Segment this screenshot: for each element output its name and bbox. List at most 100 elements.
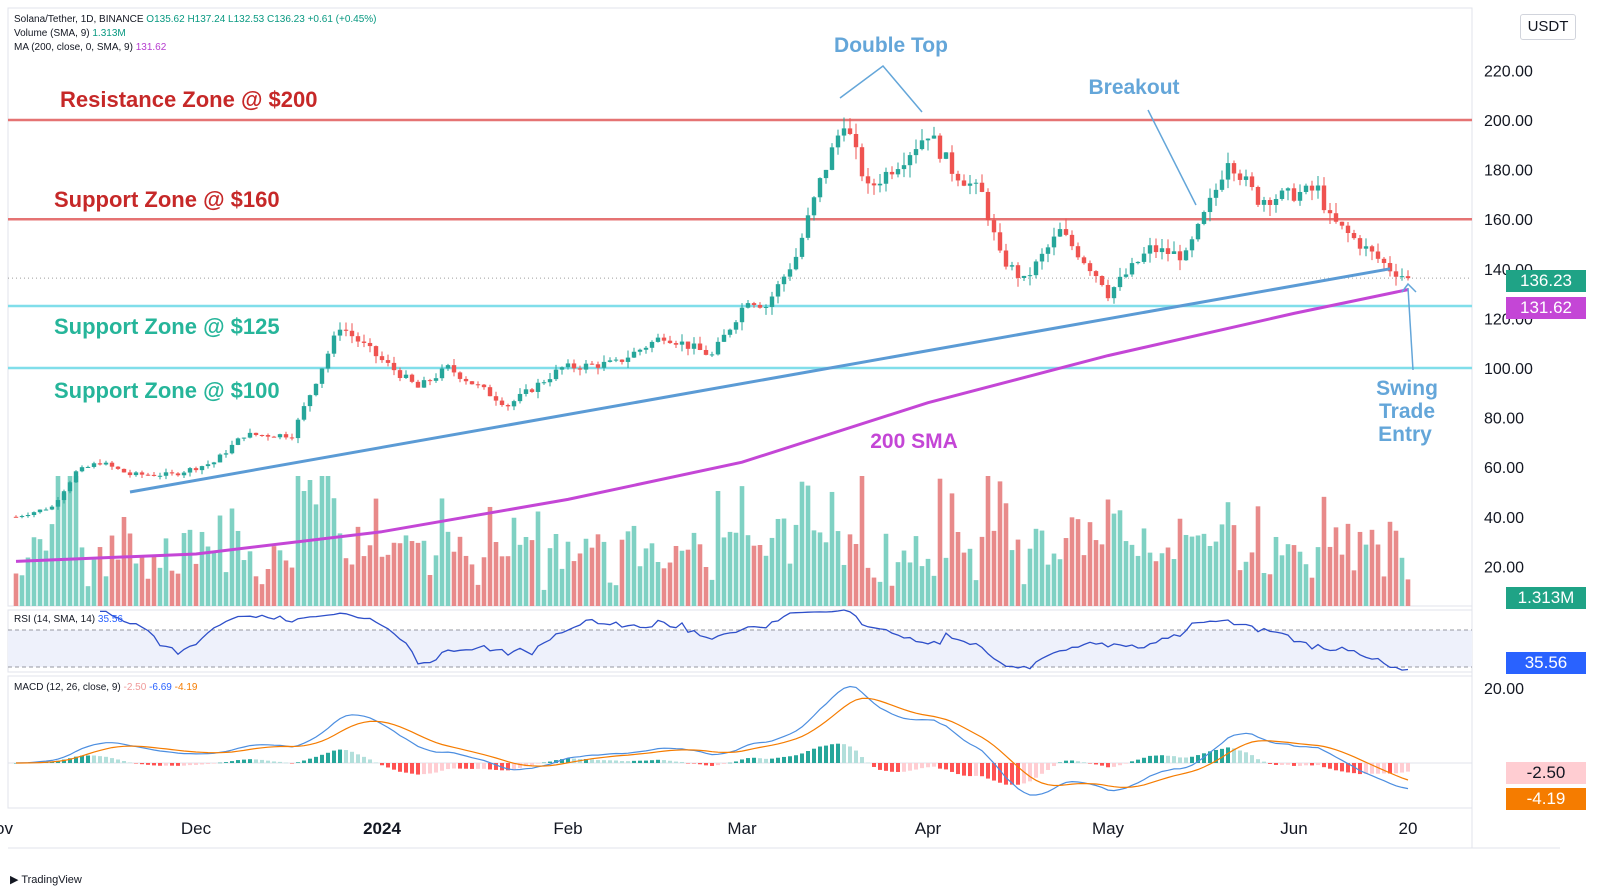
macd-histogram-bar xyxy=(272,761,276,763)
volume-bar xyxy=(709,579,715,606)
volume-value: 1.313M xyxy=(92,28,126,39)
macd-histogram-bar xyxy=(680,761,684,763)
volume-bar xyxy=(421,540,427,606)
volume-bar xyxy=(31,537,37,606)
candle-body xyxy=(121,468,127,473)
macd-histogram-bar xyxy=(1394,763,1398,774)
volume-bar xyxy=(661,568,667,606)
candle-body xyxy=(775,284,781,297)
volume-bar xyxy=(1027,548,1033,606)
candle-body xyxy=(349,330,355,337)
candle-body xyxy=(589,363,595,365)
macd-histogram-bar xyxy=(428,763,432,774)
candle-body xyxy=(1387,263,1393,272)
macd-histogram-bar xyxy=(1052,763,1056,767)
volume-bar xyxy=(133,563,139,606)
macd-histogram-bar xyxy=(1184,757,1188,763)
volume-bar xyxy=(1105,499,1111,606)
macd-histogram-bar xyxy=(290,763,294,764)
volume-bar xyxy=(1369,529,1375,606)
candle-body xyxy=(1099,276,1105,285)
macd-histogram-bar xyxy=(1286,763,1290,765)
macd-histogram-bar xyxy=(878,763,882,770)
candle-body xyxy=(421,380,427,388)
candle-body xyxy=(1357,238,1363,249)
volume-bar xyxy=(1375,544,1381,606)
volume-bar xyxy=(1381,576,1387,606)
macd-histogram-bar xyxy=(1046,763,1050,770)
candle-body xyxy=(1111,287,1117,299)
candle-body xyxy=(793,256,799,270)
candle-body xyxy=(49,506,55,510)
candle-body xyxy=(1231,163,1237,174)
macd-histogram-bar xyxy=(1154,755,1158,763)
macd-histogram-bar xyxy=(620,761,624,763)
ohlc-open: O135.62 xyxy=(146,14,185,25)
candle-body xyxy=(409,374,415,382)
macd-histogram-bar xyxy=(824,745,828,763)
x-tick-label: Jun xyxy=(1280,819,1307,838)
candle-body xyxy=(907,155,913,166)
candle-body xyxy=(1057,229,1063,237)
volume-bar xyxy=(55,476,61,606)
macd-histogram-bar xyxy=(350,751,354,763)
currency-button[interactable]: USDT xyxy=(1520,14,1576,40)
volume-bar xyxy=(751,545,757,606)
macd-signal-line xyxy=(16,697,1409,789)
volume-bar xyxy=(559,568,565,606)
volume-bar xyxy=(157,567,163,606)
volume-bar xyxy=(817,532,823,606)
candle-body xyxy=(757,304,763,308)
candle-body xyxy=(739,307,745,323)
candle-body xyxy=(301,406,307,420)
candle-body xyxy=(295,419,301,439)
macd-histogram-bar xyxy=(1076,761,1080,763)
volume-bar xyxy=(415,542,421,606)
macd-histogram-bar xyxy=(1016,763,1020,785)
macd-histogram-bar xyxy=(1370,763,1374,774)
macd-histogram-bar xyxy=(902,763,906,772)
macd-histogram-bar xyxy=(704,763,708,766)
candle-body xyxy=(979,182,985,192)
volume-bar xyxy=(517,544,523,606)
macd-histogram-bar xyxy=(116,759,120,763)
macd-histogram-bar xyxy=(80,755,84,763)
volume-bar xyxy=(397,543,403,606)
volume-bar xyxy=(745,535,751,606)
candle-body xyxy=(1051,236,1057,248)
macd-histogram-bar xyxy=(968,763,972,777)
entry-label-2: Trade xyxy=(1379,400,1435,423)
volume-bar xyxy=(685,549,691,606)
volume-bar xyxy=(997,481,1003,606)
volume-bar xyxy=(1225,502,1231,606)
volume-bar xyxy=(853,543,859,606)
candle-body xyxy=(1207,197,1213,213)
volume-bar xyxy=(487,506,493,606)
time-axis: ov Dec 2024 Feb Mar Apr May Jun 20 xyxy=(0,819,1417,838)
macd-histogram-bar xyxy=(1316,763,1320,766)
macd-histogram-bar xyxy=(236,760,240,763)
candle-body xyxy=(241,437,247,439)
volume-bar xyxy=(1129,544,1135,606)
macd-histogram-bar xyxy=(1220,748,1224,763)
candle-body xyxy=(229,444,235,454)
candle-body xyxy=(709,354,715,356)
macd-histogram-bar xyxy=(218,762,222,764)
volume-bar xyxy=(1063,538,1069,606)
candle-body xyxy=(595,364,601,368)
candle-body xyxy=(751,303,757,305)
macd-signal-value: -4.19 xyxy=(174,682,198,693)
macd-histogram-bar xyxy=(764,758,768,763)
volume-bar xyxy=(511,517,517,606)
macd-histogram-bar xyxy=(254,759,258,763)
volume-bar xyxy=(1177,518,1183,606)
macd-histogram-bar xyxy=(86,755,90,763)
volume-bar xyxy=(187,529,193,606)
candle-body xyxy=(961,180,967,186)
macd-histogram-bar xyxy=(416,763,420,775)
macd-histogram-bar xyxy=(440,763,444,771)
volume-bar xyxy=(1231,525,1237,606)
macd-histogram-bar xyxy=(1064,760,1068,763)
candle-body xyxy=(967,183,973,186)
